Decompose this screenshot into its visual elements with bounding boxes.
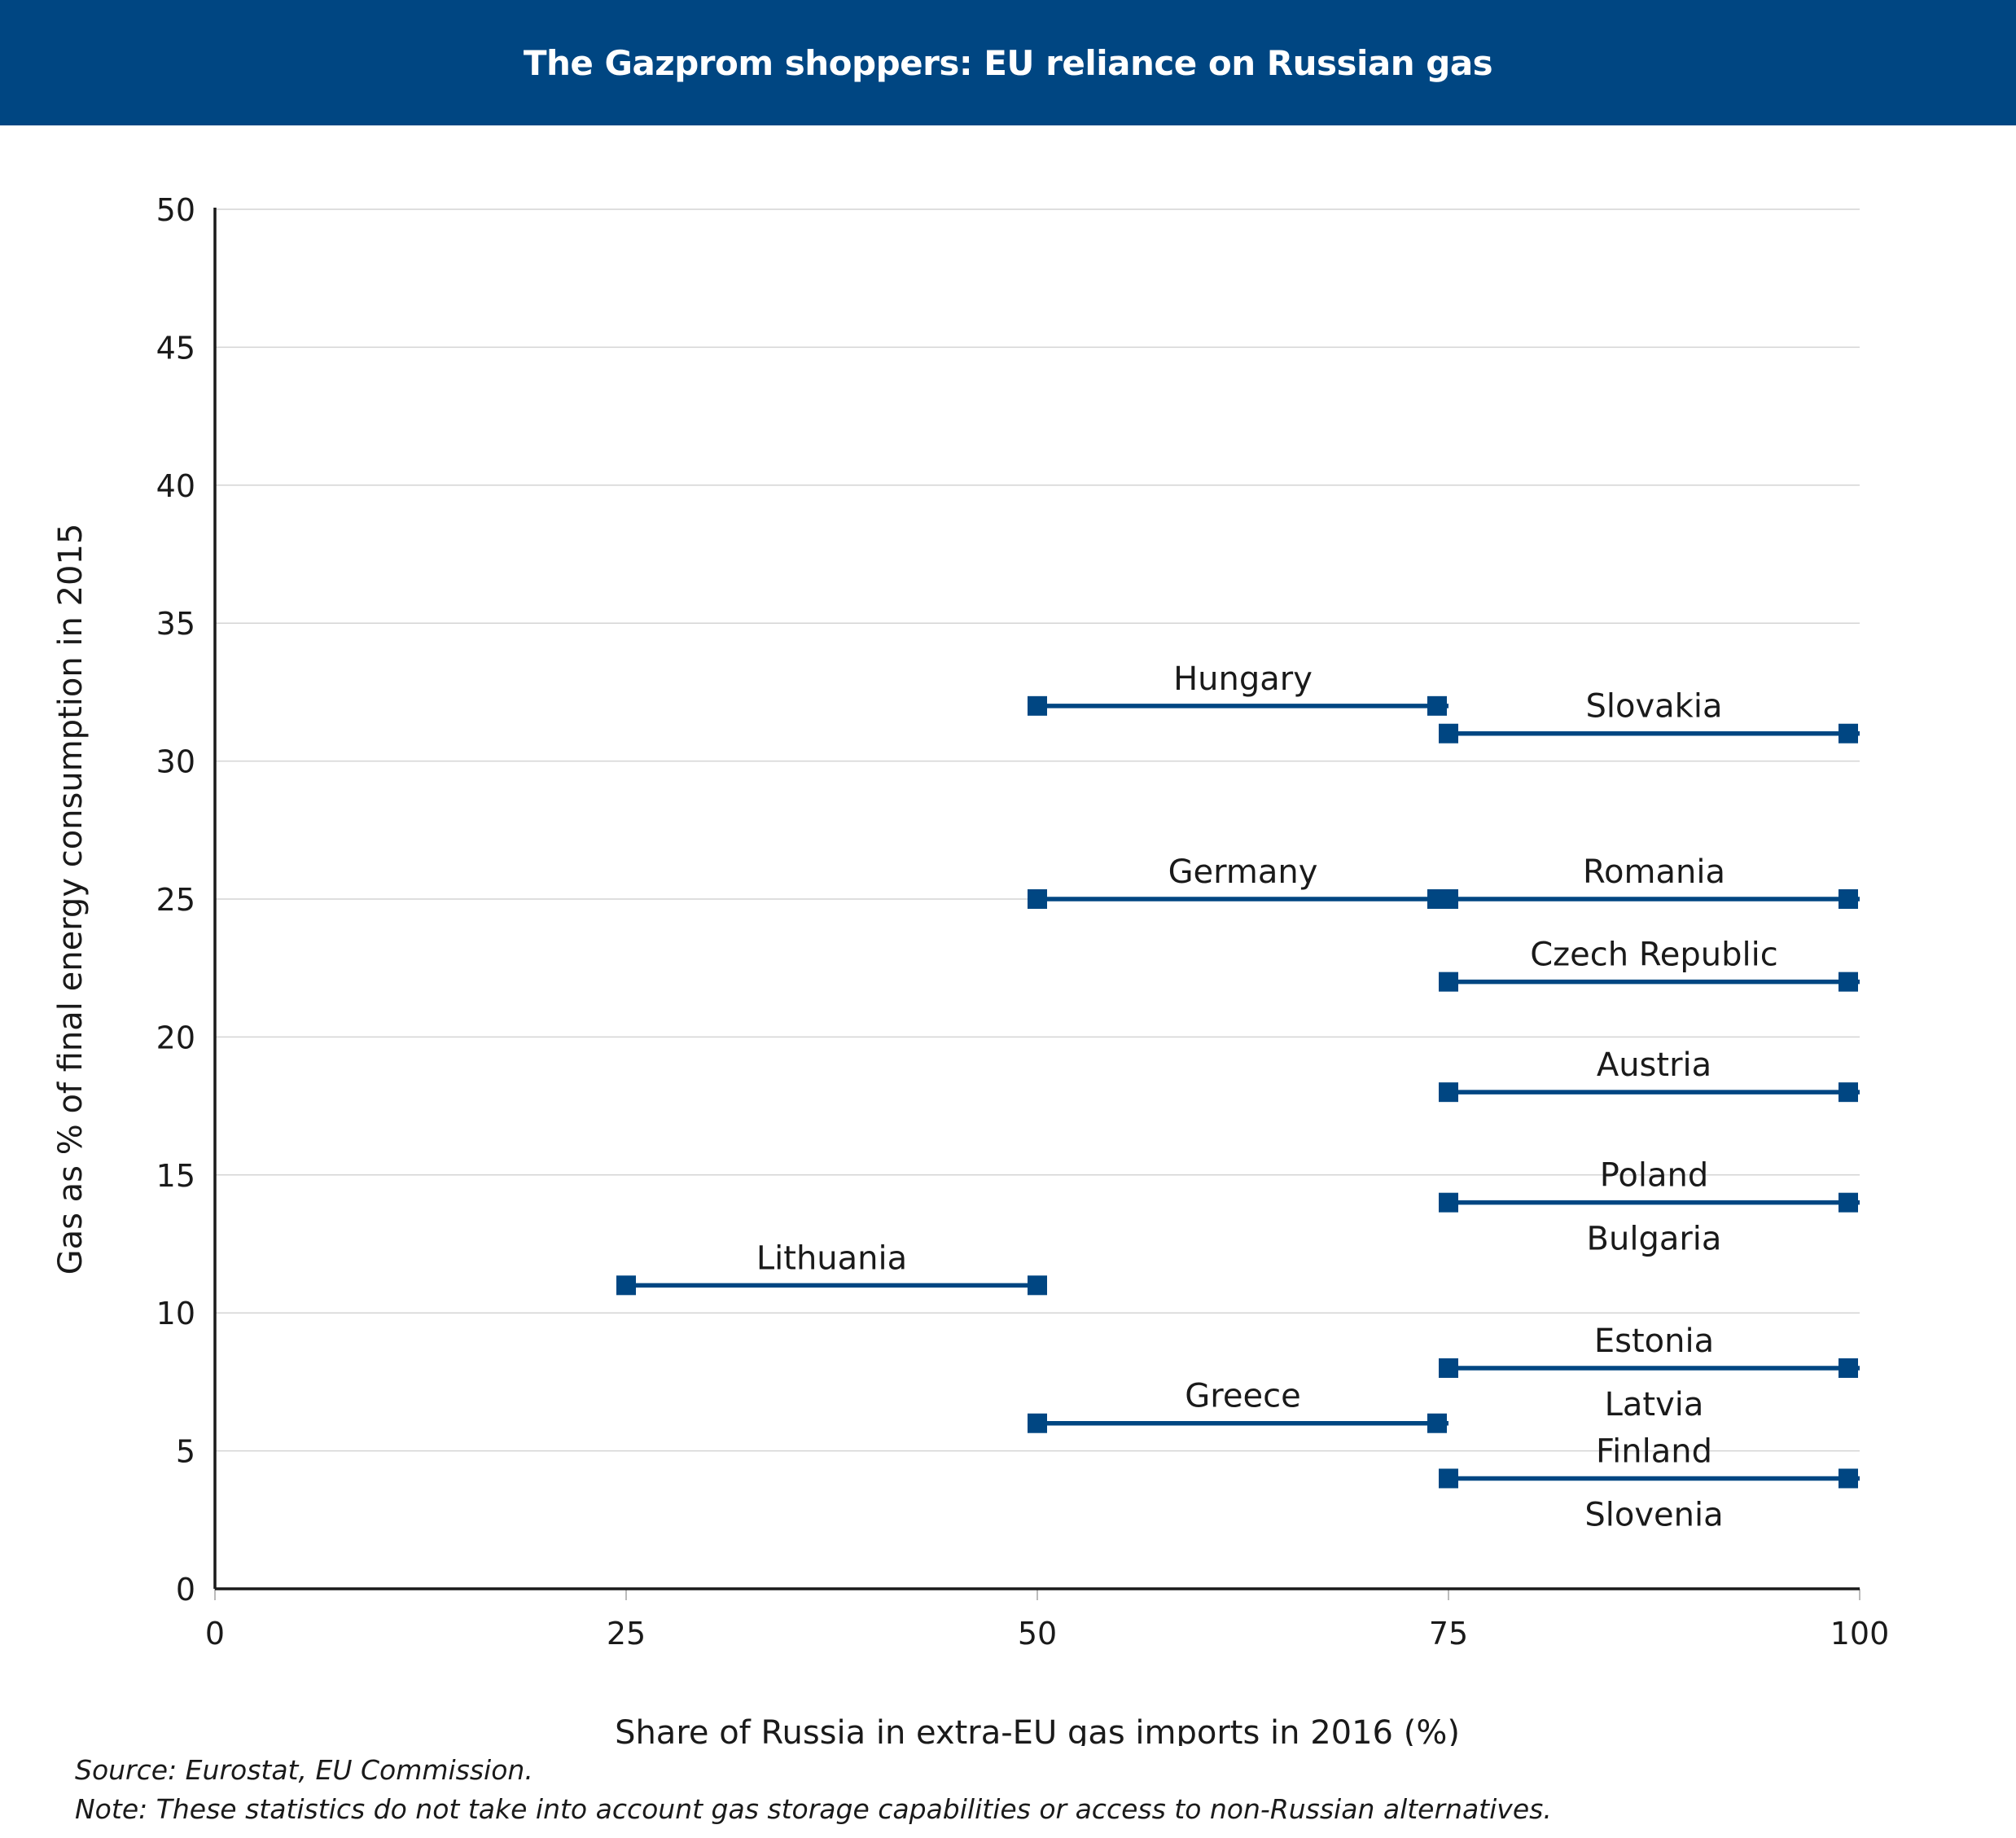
- series-marker-start: [1439, 1192, 1458, 1213]
- series-marker-start: [1439, 972, 1458, 992]
- series-group: Hungary Slovakia Germany Romania Czech Repub…: [616, 660, 1860, 1533]
- y-tick-label-50: 50: [156, 192, 195, 228]
- series-marker-start: [616, 1275, 636, 1296]
- y-tick-label-10: 10: [156, 1296, 195, 1331]
- series-marker-end: [1427, 695, 1447, 716]
- y-tick-label-0: 0: [176, 1572, 195, 1608]
- series-3: Romania: [1439, 853, 1860, 909]
- series-8: Estonia Latvia: [1439, 1323, 1860, 1423]
- series-6: Poland Bulgaria: [1439, 1157, 1860, 1258]
- chart-area: 0 5 10 15 20 25 30 35 40 45 50 0 25 50 75 100 Hungary Sl…: [52, 192, 1890, 1746]
- series-0: Hungary: [1028, 660, 1448, 716]
- series-marker-end: [1839, 1358, 1858, 1378]
- series-marker-end: [1839, 972, 1858, 992]
- x-tick-label-25: 25: [607, 1616, 646, 1652]
- series-marker-start: [1439, 889, 1458, 909]
- series-label: Slovenia: [1584, 1496, 1723, 1533]
- series-label: Germany: [1168, 853, 1318, 891]
- series-marker-end: [1839, 723, 1858, 744]
- series-1: Slovakia: [1439, 688, 1860, 744]
- series-marker-start: [1439, 1082, 1458, 1103]
- series-marker-start: [1439, 1468, 1458, 1489]
- series-marker-end: [1839, 1082, 1858, 1103]
- series-label: Slovakia: [1586, 688, 1723, 726]
- series-label: Finland: [1596, 1432, 1712, 1470]
- series-label: Poland: [1600, 1157, 1709, 1195]
- x-tick-label-50: 50: [1018, 1616, 1057, 1652]
- tick-labels: 0 5 10 15 20 25 30 35 40 45 50 0 25 50 75 100: [156, 192, 1890, 1652]
- series-marker-end: [1427, 1413, 1447, 1433]
- series-marker-end: [1839, 1468, 1858, 1489]
- series-label: Latvia: [1605, 1386, 1704, 1423]
- series-label: Czech Republic: [1530, 937, 1778, 974]
- axes: [213, 208, 1860, 1600]
- series-marker-start: [1028, 889, 1047, 909]
- chart-title: The Gazprom shoppers: EU reliance on Rus…: [523, 42, 1493, 83]
- x-axis-label: Share of Russia in extra-EU gas imports …: [615, 1714, 1460, 1746]
- x-tick-label-75: 75: [1429, 1616, 1468, 1652]
- y-tick-label-35: 35: [156, 606, 195, 642]
- series-marker-start: [1028, 1413, 1047, 1433]
- series-label: Greece: [1185, 1378, 1300, 1415]
- series-10: Finland Slovenia: [1439, 1432, 1860, 1533]
- series-label: Romania: [1583, 853, 1725, 891]
- series-label: Austria: [1597, 1046, 1711, 1084]
- series-2: Germany: [1028, 853, 1448, 909]
- source-note: Source: Eurostat, EU Commission.: [75, 1754, 533, 1786]
- series-9: Greece: [1028, 1378, 1448, 1433]
- x-tick-label-0: 0: [205, 1616, 225, 1652]
- series-4: Czech Republic: [1439, 937, 1860, 992]
- y-tick-label-20: 20: [156, 1020, 195, 1055]
- series-5: Austria: [1439, 1046, 1860, 1103]
- series-7: Lithuania: [616, 1239, 1047, 1296]
- series-marker-end: [1839, 1192, 1858, 1213]
- series-label: Estonia: [1594, 1323, 1714, 1360]
- series-label: Bulgaria: [1587, 1221, 1722, 1258]
- series-label: Lithuania: [756, 1239, 907, 1277]
- series-label: Hungary: [1173, 660, 1313, 698]
- header-banner: The Gazprom shoppers: EU reliance on Rus…: [0, 0, 2016, 125]
- series-marker-start: [1439, 723, 1458, 744]
- y-tick-label-25: 25: [156, 882, 195, 918]
- y-tick-label-45: 45: [156, 330, 195, 366]
- y-tick-label-15: 15: [156, 1158, 195, 1194]
- gridlines: [215, 208, 1860, 1452]
- y-tick-label-30: 30: [156, 744, 195, 780]
- disclaimer-note: Note: These statistics do not take into …: [75, 1793, 1552, 1825]
- series-marker-end: [1839, 889, 1858, 909]
- x-tick-label-100: 100: [1830, 1616, 1890, 1652]
- series-marker-start: [1028, 695, 1047, 716]
- series-marker-end: [1028, 1275, 1047, 1296]
- series-marker-start: [1439, 1358, 1458, 1378]
- y-axis-label: Gas as % of final energy consumption in …: [52, 524, 90, 1275]
- footer-notes: Source: Eurostat, EU Commission. Note: T…: [75, 1751, 1988, 1829]
- y-tick-label-40: 40: [156, 468, 195, 504]
- y-tick-label-5: 5: [176, 1434, 195, 1470]
